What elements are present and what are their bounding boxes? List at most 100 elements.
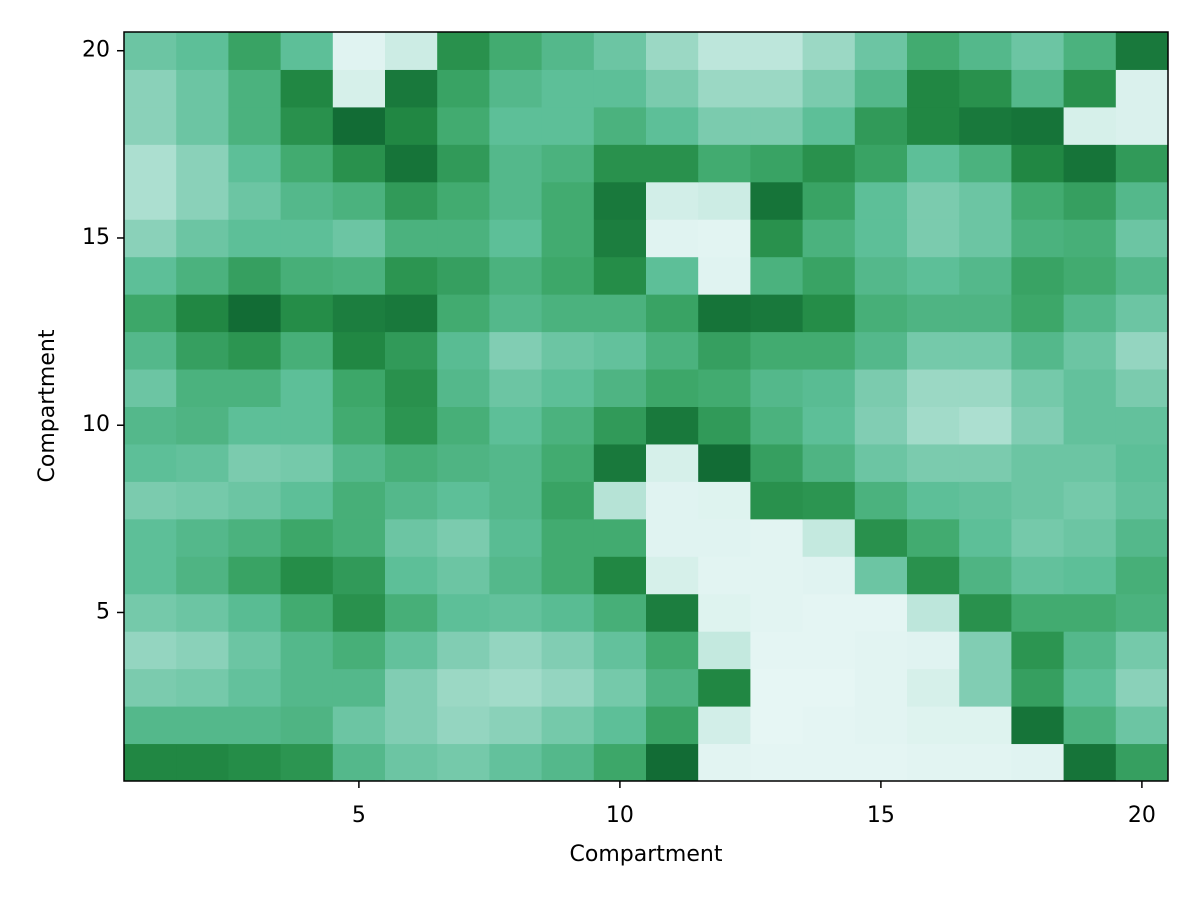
heatmap-cell	[541, 331, 595, 370]
heatmap-cell	[332, 219, 386, 258]
heatmap-cell	[124, 593, 177, 632]
heatmap-cell	[959, 106, 1012, 145]
heatmap-cell	[646, 706, 699, 745]
heatmap-cell	[854, 593, 908, 632]
heatmap-cell	[750, 631, 804, 670]
heatmap-cell	[385, 593, 438, 632]
heatmap-cell	[280, 106, 334, 145]
heatmap-cell	[228, 69, 282, 108]
heatmap-cell	[646, 443, 699, 482]
heatmap-cell	[593, 743, 647, 782]
heatmap-cell	[280, 294, 334, 333]
heatmap-cell	[750, 106, 804, 145]
heatmap-cell	[698, 556, 751, 595]
heatmap-cell	[750, 706, 804, 745]
heatmap-cell	[646, 518, 699, 557]
heatmap-cell	[698, 631, 751, 670]
heatmap-cell	[280, 631, 334, 670]
heatmap-cell	[280, 556, 334, 595]
heatmap-cells	[124, 32, 1169, 782]
heatmap-cell	[228, 256, 282, 295]
heatmap-cell	[646, 69, 699, 108]
heatmap-cell	[750, 256, 804, 295]
heatmap-cell	[437, 181, 490, 220]
heatmap-cell	[176, 331, 229, 370]
heatmap-cell	[332, 743, 386, 782]
heatmap-cell	[698, 593, 751, 632]
heatmap-cell	[646, 32, 699, 70]
heatmap-cell	[176, 743, 229, 782]
heatmap-cell	[437, 369, 490, 407]
heatmap-cell	[1011, 593, 1065, 632]
heatmap-cell	[854, 32, 908, 70]
heatmap-cell	[1011, 443, 1065, 482]
heatmap-cell	[750, 443, 804, 482]
heatmap-cell	[1011, 743, 1065, 782]
heatmap-cell	[750, 743, 804, 782]
heatmap-cell	[385, 331, 438, 370]
heatmap-cell	[176, 518, 229, 557]
heatmap-cell	[280, 331, 334, 370]
heatmap-cell	[124, 481, 177, 520]
heatmap-cell	[1063, 256, 1117, 295]
heatmap-cell	[541, 219, 595, 258]
heatmap-cell	[541, 144, 595, 183]
heatmap-cell	[489, 144, 543, 183]
heatmap-cell	[176, 256, 229, 295]
heatmap-cell	[593, 518, 647, 557]
heatmap-cell	[802, 481, 856, 520]
heatmap-cell	[1115, 593, 1169, 632]
heatmap-cell	[176, 593, 229, 632]
heatmap-cell	[593, 256, 647, 295]
heatmap-cell	[228, 518, 282, 557]
heatmap-cell	[228, 668, 282, 707]
heatmap-cell	[959, 443, 1012, 482]
heatmap-cell	[907, 443, 960, 482]
heatmap-cell	[1115, 294, 1169, 333]
heatmap-cell	[332, 593, 386, 632]
heatmap-cell	[959, 331, 1012, 370]
heatmap-cell	[1063, 106, 1117, 145]
heatmap-cell	[593, 668, 647, 707]
heatmap-cell	[489, 256, 543, 295]
heatmap-cell	[280, 668, 334, 707]
heatmap-cell	[280, 406, 334, 445]
heatmap-cell	[176, 631, 229, 670]
heatmap-cell	[124, 406, 177, 445]
heatmap-cell	[646, 256, 699, 295]
heatmap-cell	[489, 743, 543, 782]
heatmap-cell	[385, 556, 438, 595]
heatmap-cell	[1063, 631, 1117, 670]
heatmap-cell	[854, 369, 908, 407]
heatmap-cell	[280, 443, 334, 482]
heatmap-cell	[1011, 518, 1065, 557]
heatmap-cell	[750, 294, 804, 333]
heatmap-cell	[280, 593, 334, 632]
heatmap-cell	[1063, 181, 1117, 220]
heatmap-cell	[541, 518, 595, 557]
heatmap-cell	[332, 631, 386, 670]
heatmap-cell	[489, 593, 543, 632]
heatmap-cell	[541, 668, 595, 707]
heatmap-cell	[176, 32, 229, 70]
heatmap-cell	[228, 106, 282, 145]
heatmap-cell	[593, 593, 647, 632]
heatmap-cell	[1115, 556, 1169, 595]
heatmap-cell	[124, 668, 177, 707]
heatmap-cell	[959, 706, 1012, 745]
y-axis-label: Compartment	[35, 329, 60, 482]
heatmap-cell	[541, 369, 595, 407]
x-tick-label: 5	[352, 803, 366, 828]
heatmap-cell	[959, 481, 1012, 520]
heatmap-cell	[959, 593, 1012, 632]
heatmap-cell	[1115, 743, 1169, 782]
heatmap-cell	[646, 106, 699, 145]
heatmap-cell	[907, 219, 960, 258]
heatmap-cell	[541, 443, 595, 482]
heatmap-cell	[332, 181, 386, 220]
heatmap-cell	[176, 668, 229, 707]
heatmap-cell	[1063, 294, 1117, 333]
heatmap-cell	[646, 668, 699, 707]
x-tick-label: 20	[1128, 803, 1156, 828]
heatmap-cell	[1115, 668, 1169, 707]
